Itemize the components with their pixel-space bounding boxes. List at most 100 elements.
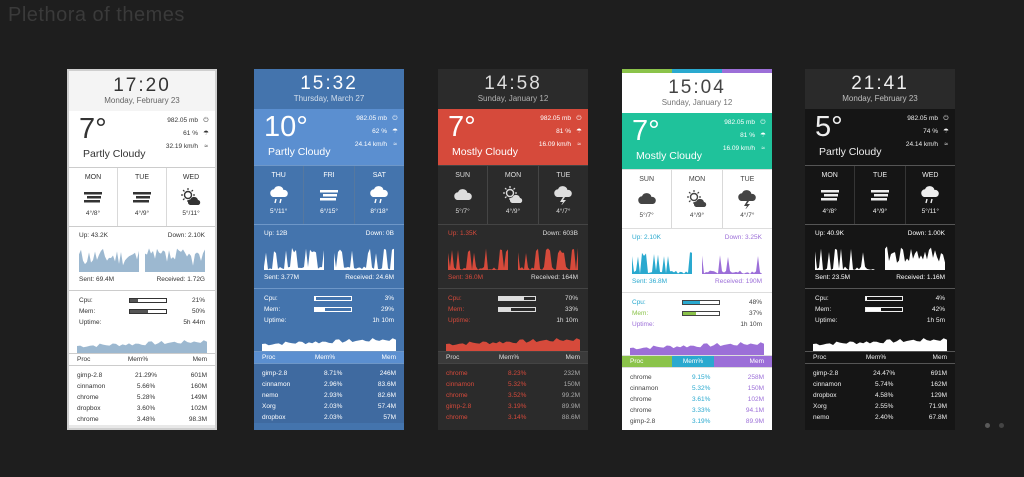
weather-widget-blue: 15:32 Thursday, March 27 10° Partly Clou… bbox=[254, 69, 404, 430]
clock-date: Sunday, January 12 bbox=[477, 94, 549, 103]
sent-value: 23.5M bbox=[832, 274, 851, 281]
mem-bar bbox=[129, 309, 167, 314]
clock-panel: 21:41 Monday, February 23 bbox=[805, 69, 955, 109]
proc-header: Proc bbox=[262, 354, 276, 361]
up-label: Up: bbox=[815, 230, 826, 237]
pressure-icon: ⏻ bbox=[392, 115, 398, 122]
pressure-icon: ⏻ bbox=[943, 115, 949, 122]
color-stripe bbox=[622, 69, 772, 73]
received-value: 1.72G bbox=[187, 276, 205, 283]
proc-mem: 160M bbox=[190, 383, 207, 390]
proc-mem-pct: 3.48% bbox=[136, 416, 156, 423]
proc-mem-pct: 3.52% bbox=[507, 392, 527, 399]
forecast-day-name: TUE bbox=[740, 176, 755, 183]
sent-label: Sent: bbox=[79, 276, 95, 283]
current-condition: Partly Cloudy bbox=[268, 146, 331, 158]
forecast-temps: 5°/11° bbox=[182, 210, 200, 217]
up-value: 43.2K bbox=[90, 232, 108, 239]
mem-label: Mem: bbox=[448, 306, 465, 313]
mem-value: 50% bbox=[191, 308, 205, 315]
uptime-value: 1h 5m bbox=[926, 317, 945, 324]
proc-mem-pct: 2.03% bbox=[323, 403, 343, 410]
uptime-value: 1h 10m bbox=[740, 321, 762, 328]
pager-dot[interactable] bbox=[985, 423, 990, 428]
proc-mem-pct: 2.40% bbox=[874, 414, 894, 421]
forecast-temps: 6°/15° bbox=[320, 208, 338, 215]
cpu-bar bbox=[314, 296, 352, 301]
weather-widget-color: 15:04 Sunday, January 12 7° Mostly Cloud… bbox=[622, 69, 772, 430]
cloud-rain-icon bbox=[921, 186, 940, 204]
proc-mem: 94.1M bbox=[745, 407, 764, 414]
received-value: 190M bbox=[745, 278, 762, 285]
proc-mem-pct: 2.96% bbox=[323, 381, 343, 388]
wind-value: 24.14 km/h bbox=[354, 141, 387, 148]
mem-label: Mem: bbox=[632, 310, 649, 317]
uptime-label: Uptime: bbox=[632, 321, 655, 328]
proc-mem-pct: 5.32% bbox=[691, 385, 711, 392]
proc-mem: 98.3M bbox=[188, 416, 207, 423]
mem-bar-fill bbox=[315, 308, 326, 311]
wind-icon: ≈ bbox=[577, 141, 581, 148]
down-value: 0B bbox=[386, 230, 394, 237]
mem-value: 33% bbox=[564, 306, 578, 313]
system-panel: Cpu: 4% Mem: 42% Uptime: 1h 5m bbox=[805, 289, 955, 351]
cloud-icon bbox=[637, 193, 656, 204]
cpu-bar-fill bbox=[499, 297, 525, 300]
table-row: gimp-2.8 8.71% 246M bbox=[254, 368, 404, 379]
proc-name: chrome bbox=[630, 396, 652, 403]
proc-mem-pct: 3.33% bbox=[691, 407, 711, 414]
cpu-value: 70% bbox=[564, 295, 578, 302]
clock-date: Thursday, March 27 bbox=[293, 94, 365, 103]
network-panel: Up: 2.10K Down: 3.25K Sent: 36.8M Receiv… bbox=[622, 229, 772, 292]
sent-label: Sent: bbox=[264, 274, 280, 281]
weather-widget-light: 17:20 Monday, February 23 7° Partly Clou… bbox=[67, 69, 217, 430]
net-graph bbox=[518, 248, 578, 270]
process-header: Proc Mem% Mem bbox=[69, 354, 215, 365]
proc-mem: 89.9M bbox=[745, 418, 764, 425]
mem-label: Mem: bbox=[815, 306, 832, 313]
forecast-temps: 4°/9° bbox=[134, 210, 150, 217]
forecast-day-name: THU bbox=[271, 172, 286, 179]
forecast-day: SUN 5°/7° bbox=[438, 166, 487, 224]
mem-bar-fill bbox=[499, 308, 511, 311]
current-weather: 7° Partly Cloudy 982.05 mb ⏻ 61 % ☂ 32.19 … bbox=[69, 111, 215, 167]
proc-name: gimp-2.8 bbox=[446, 403, 472, 410]
up-label: Up: bbox=[632, 234, 643, 241]
proc-name: gimp-2.8 bbox=[77, 372, 103, 379]
down-label: Down: bbox=[542, 230, 561, 237]
cloud-rain-icon bbox=[370, 186, 389, 204]
proc-name: gimp-2.8 bbox=[813, 370, 839, 377]
uptime-value: 1h 10m bbox=[556, 317, 578, 324]
proc-mem: 57.4M bbox=[377, 403, 396, 410]
wind-value: 16.09 km/h bbox=[722, 145, 755, 152]
humidity-value: 62 % bbox=[372, 128, 387, 135]
proc-header: Proc bbox=[446, 354, 460, 361]
wind-icon: ≈ bbox=[761, 145, 765, 152]
proc-header: Proc bbox=[622, 356, 672, 367]
cpu-bar-fill bbox=[683, 301, 701, 304]
cpu-bar bbox=[865, 296, 903, 301]
up-value: 2.10K bbox=[643, 234, 661, 241]
forecast-temps: 4°/7° bbox=[556, 208, 571, 215]
up-label: Up: bbox=[448, 230, 459, 237]
cpu-label: Cpu: bbox=[264, 295, 278, 302]
pressure-icon: ⏻ bbox=[576, 115, 582, 122]
proc-mem: 150M bbox=[563, 381, 580, 388]
down-value: 2.10K bbox=[188, 232, 205, 239]
up-label: Up: bbox=[79, 232, 90, 239]
forecast: SUN 5°/7° MON 4°/9° TUE 4°/7° bbox=[622, 170, 772, 228]
proc-mem-pct: 4.58% bbox=[874, 392, 894, 399]
table-row: dropbox 4.58% 129M bbox=[805, 390, 955, 401]
current-weather: 7° Mostly Cloudy 982.05 mb ⏻ 81 % ☂ 16.09 … bbox=[622, 113, 772, 169]
sent-value: 69.4M bbox=[96, 276, 115, 283]
forecast-temps: 5°/11° bbox=[921, 208, 939, 215]
pressure-icon: ⏻ bbox=[203, 117, 209, 124]
humidity-icon: ☂ bbox=[943, 128, 949, 135]
process-table: Proc Mem% Mem gimp-2.8 24.47% 691M cinnamo… bbox=[805, 352, 955, 423]
forecast: THU 5°/11° FRI 6°/15° SAT 8°/18° bbox=[254, 166, 404, 224]
proc-mem-pct: 21.29% bbox=[135, 372, 158, 379]
pager-dot[interactable] bbox=[999, 423, 1004, 428]
cpu-bar-fill bbox=[130, 299, 138, 302]
uptime-label: Uptime: bbox=[79, 319, 102, 326]
clock-time: 17:20 bbox=[113, 75, 171, 96]
